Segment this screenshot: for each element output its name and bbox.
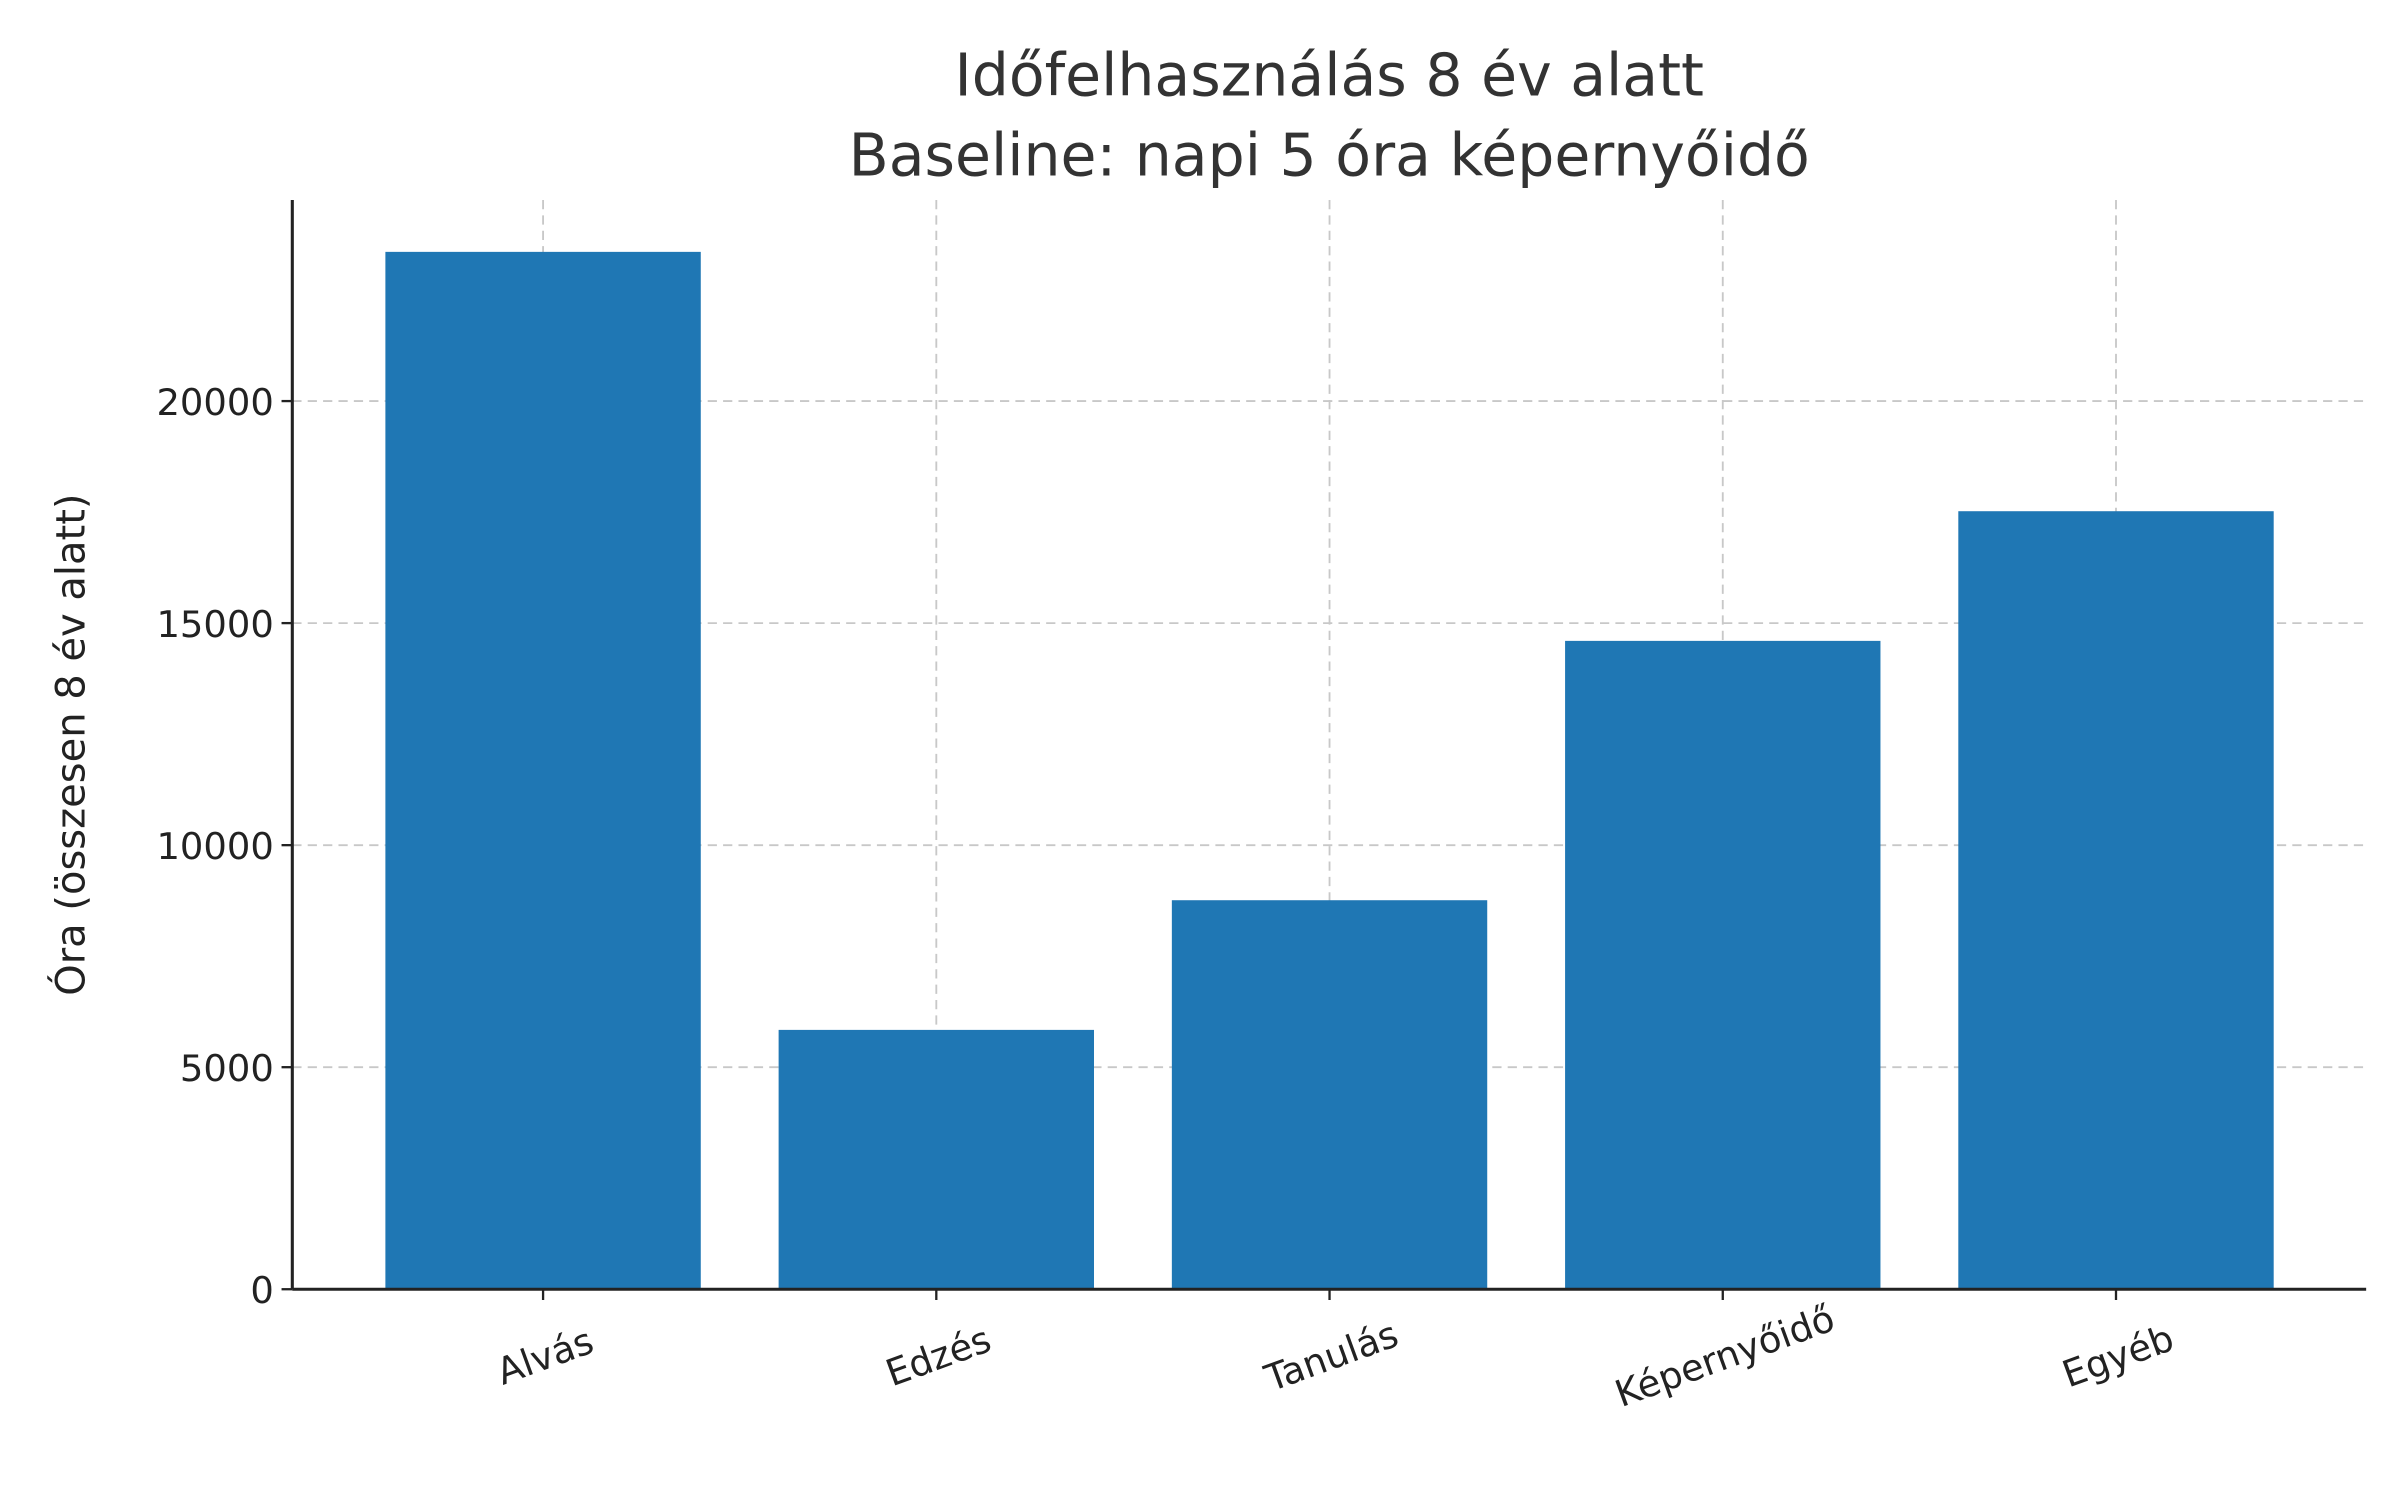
y-tick-label: 15000 <box>156 603 273 646</box>
y-axis-label: Óra (összesen 8 év alatt) <box>47 493 95 995</box>
bar-egyéb <box>1958 511 2274 1290</box>
y-tick-label: 10000 <box>156 825 273 868</box>
x-tick-label: Egyéb <box>2057 1317 2180 1397</box>
y-tick-label: 0 <box>250 1269 273 1312</box>
x-tick-label: Képernyőidő <box>1609 1297 1840 1416</box>
chart-title: Időfelhasználás 8 év alatt <box>954 41 1703 109</box>
chart-subtitle: Baseline: napi 5 óra képernyőidő <box>849 121 1810 189</box>
bar-alvás <box>385 251 701 1290</box>
x-tick-label: Edzés <box>880 1318 996 1395</box>
y-tick-label: 20000 <box>156 381 273 424</box>
bar-képernyőidő <box>1565 640 1881 1290</box>
x-tick-label: Tanulás <box>1258 1313 1403 1401</box>
y-tick-label: 5000 <box>180 1047 274 1090</box>
bar-edzés <box>778 1029 1094 1290</box>
bar-tanulás <box>1171 900 1488 1290</box>
x-tick-label: Alvás <box>491 1319 599 1393</box>
